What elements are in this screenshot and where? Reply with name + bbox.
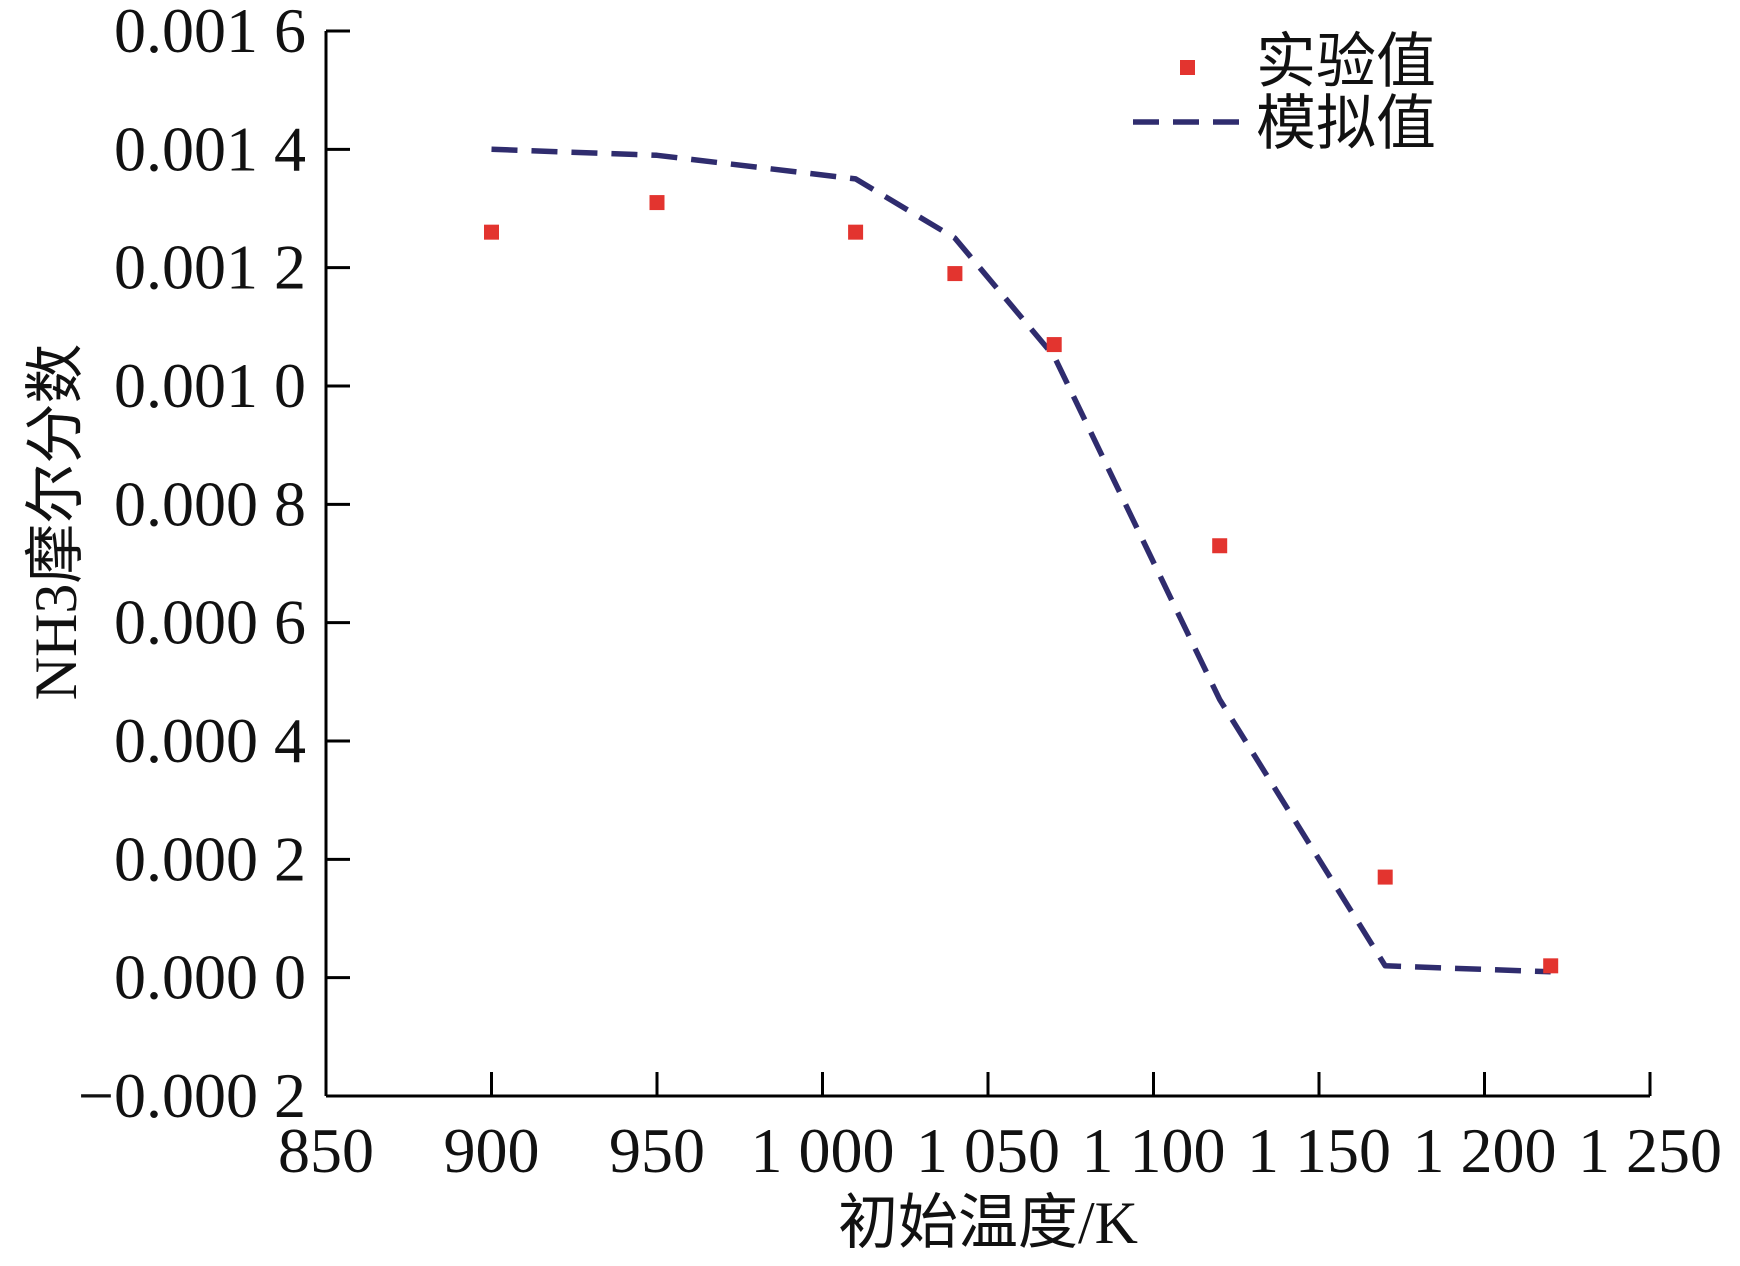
legend-marker-experimental <box>1180 60 1195 75</box>
x-ticks: 850 900 950 1 000 1 050 1 100 1 150 1 200 1 250 <box>278 1072 1722 1186</box>
y-tick-label: 0.000 4 <box>114 705 306 776</box>
data-point-experimental <box>1212 538 1228 554</box>
x-axis-label: 初始温度/K <box>838 1190 1138 1256</box>
y-tick-label: 0.000 0 <box>114 942 306 1013</box>
y-tick-label: 0.001 6 <box>114 0 306 66</box>
simulated-series <box>491 146 1551 975</box>
experimental-series <box>484 195 1559 974</box>
data-point-experimental <box>848 224 864 240</box>
y-tick-label: 0.001 4 <box>114 113 306 184</box>
x-tick-label: 950 <box>609 1115 705 1186</box>
legend-label-experimental: 实验值 <box>1256 29 1436 95</box>
legend-label-simulated: 模拟值 <box>1256 91 1436 157</box>
legend: 实验值 模拟值 <box>1133 29 1436 157</box>
y-tick-label: −0.000 2 <box>78 1060 306 1131</box>
data-point-experimental <box>649 195 665 211</box>
simulated-line <box>491 146 1551 975</box>
x-tick-label: 1 000 <box>751 1115 895 1186</box>
data-point-experimental <box>1046 337 1062 353</box>
y-tick-label: 0.000 8 <box>114 468 306 539</box>
axes <box>324 31 1650 1098</box>
y-tick-label: 0.001 0 <box>114 350 306 421</box>
y-tick-label: 0.001 2 <box>114 232 306 303</box>
x-tick-label: 1 050 <box>916 1115 1060 1186</box>
x-tick-label: 1 200 <box>1413 1115 1557 1186</box>
y-tick-label: 0.000 6 <box>114 587 306 658</box>
y-tick-label: 0.000 2 <box>114 823 306 894</box>
x-tick-label: 850 <box>278 1115 374 1186</box>
x-tick-label: 1 100 <box>1082 1115 1226 1186</box>
y-ticks: −0.000 2 0.000 0 0.000 2 0.000 4 0.000 6 0.00… <box>78 0 350 1131</box>
x-tick-label: 1 250 <box>1578 1115 1722 1186</box>
x-tick-label: 1 150 <box>1247 1115 1391 1186</box>
data-point-experimental <box>947 266 963 282</box>
data-point-experimental <box>1377 869 1393 885</box>
data-point-experimental <box>1543 958 1559 974</box>
y-axis-label: NH3摩尔分数 <box>23 344 89 701</box>
x-tick-label: 900 <box>444 1115 540 1186</box>
data-point-experimental <box>484 224 499 240</box>
